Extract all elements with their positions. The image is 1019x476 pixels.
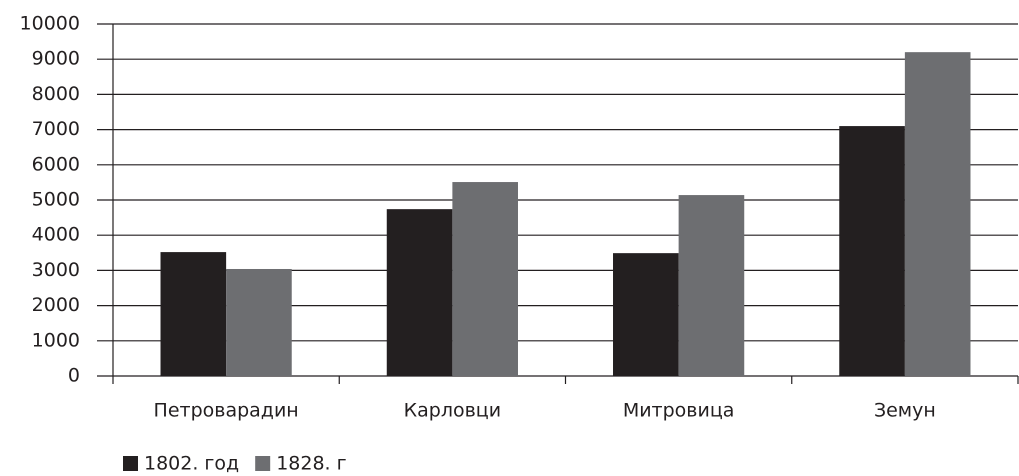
bar xyxy=(452,182,518,376)
y-tick-label: 1000 xyxy=(32,329,80,351)
y-tick-label: 5000 xyxy=(32,189,80,211)
x-tick-label: Митровица xyxy=(623,400,735,422)
legend-swatch xyxy=(255,456,271,471)
x-tick-label: Петроварадин xyxy=(154,400,299,422)
bar xyxy=(839,126,905,376)
y-tick-label: 4000 xyxy=(32,224,80,246)
legend-label: 1828. г xyxy=(276,453,346,475)
y-tick-label: 8000 xyxy=(32,83,80,105)
bar xyxy=(386,209,453,376)
legend-swatch xyxy=(123,456,138,471)
x-tick-label: Карловци xyxy=(404,400,501,422)
y-tick-label: 9000 xyxy=(32,48,80,70)
y-tick-label: 7000 xyxy=(32,118,80,140)
y-tick-label: 0 xyxy=(68,365,80,387)
bar xyxy=(160,252,227,376)
x-tick-label: Земун xyxy=(874,400,936,422)
y-tick-label: 10000 xyxy=(20,13,80,35)
y-tick-label: 2000 xyxy=(32,294,80,316)
y-tick-label: 3000 xyxy=(32,259,80,281)
bar xyxy=(613,253,679,376)
bar xyxy=(678,195,745,376)
bar xyxy=(226,268,292,376)
bar xyxy=(904,52,971,376)
y-tick-label: 6000 xyxy=(32,153,80,175)
legend-label: 1802. год xyxy=(144,453,239,475)
